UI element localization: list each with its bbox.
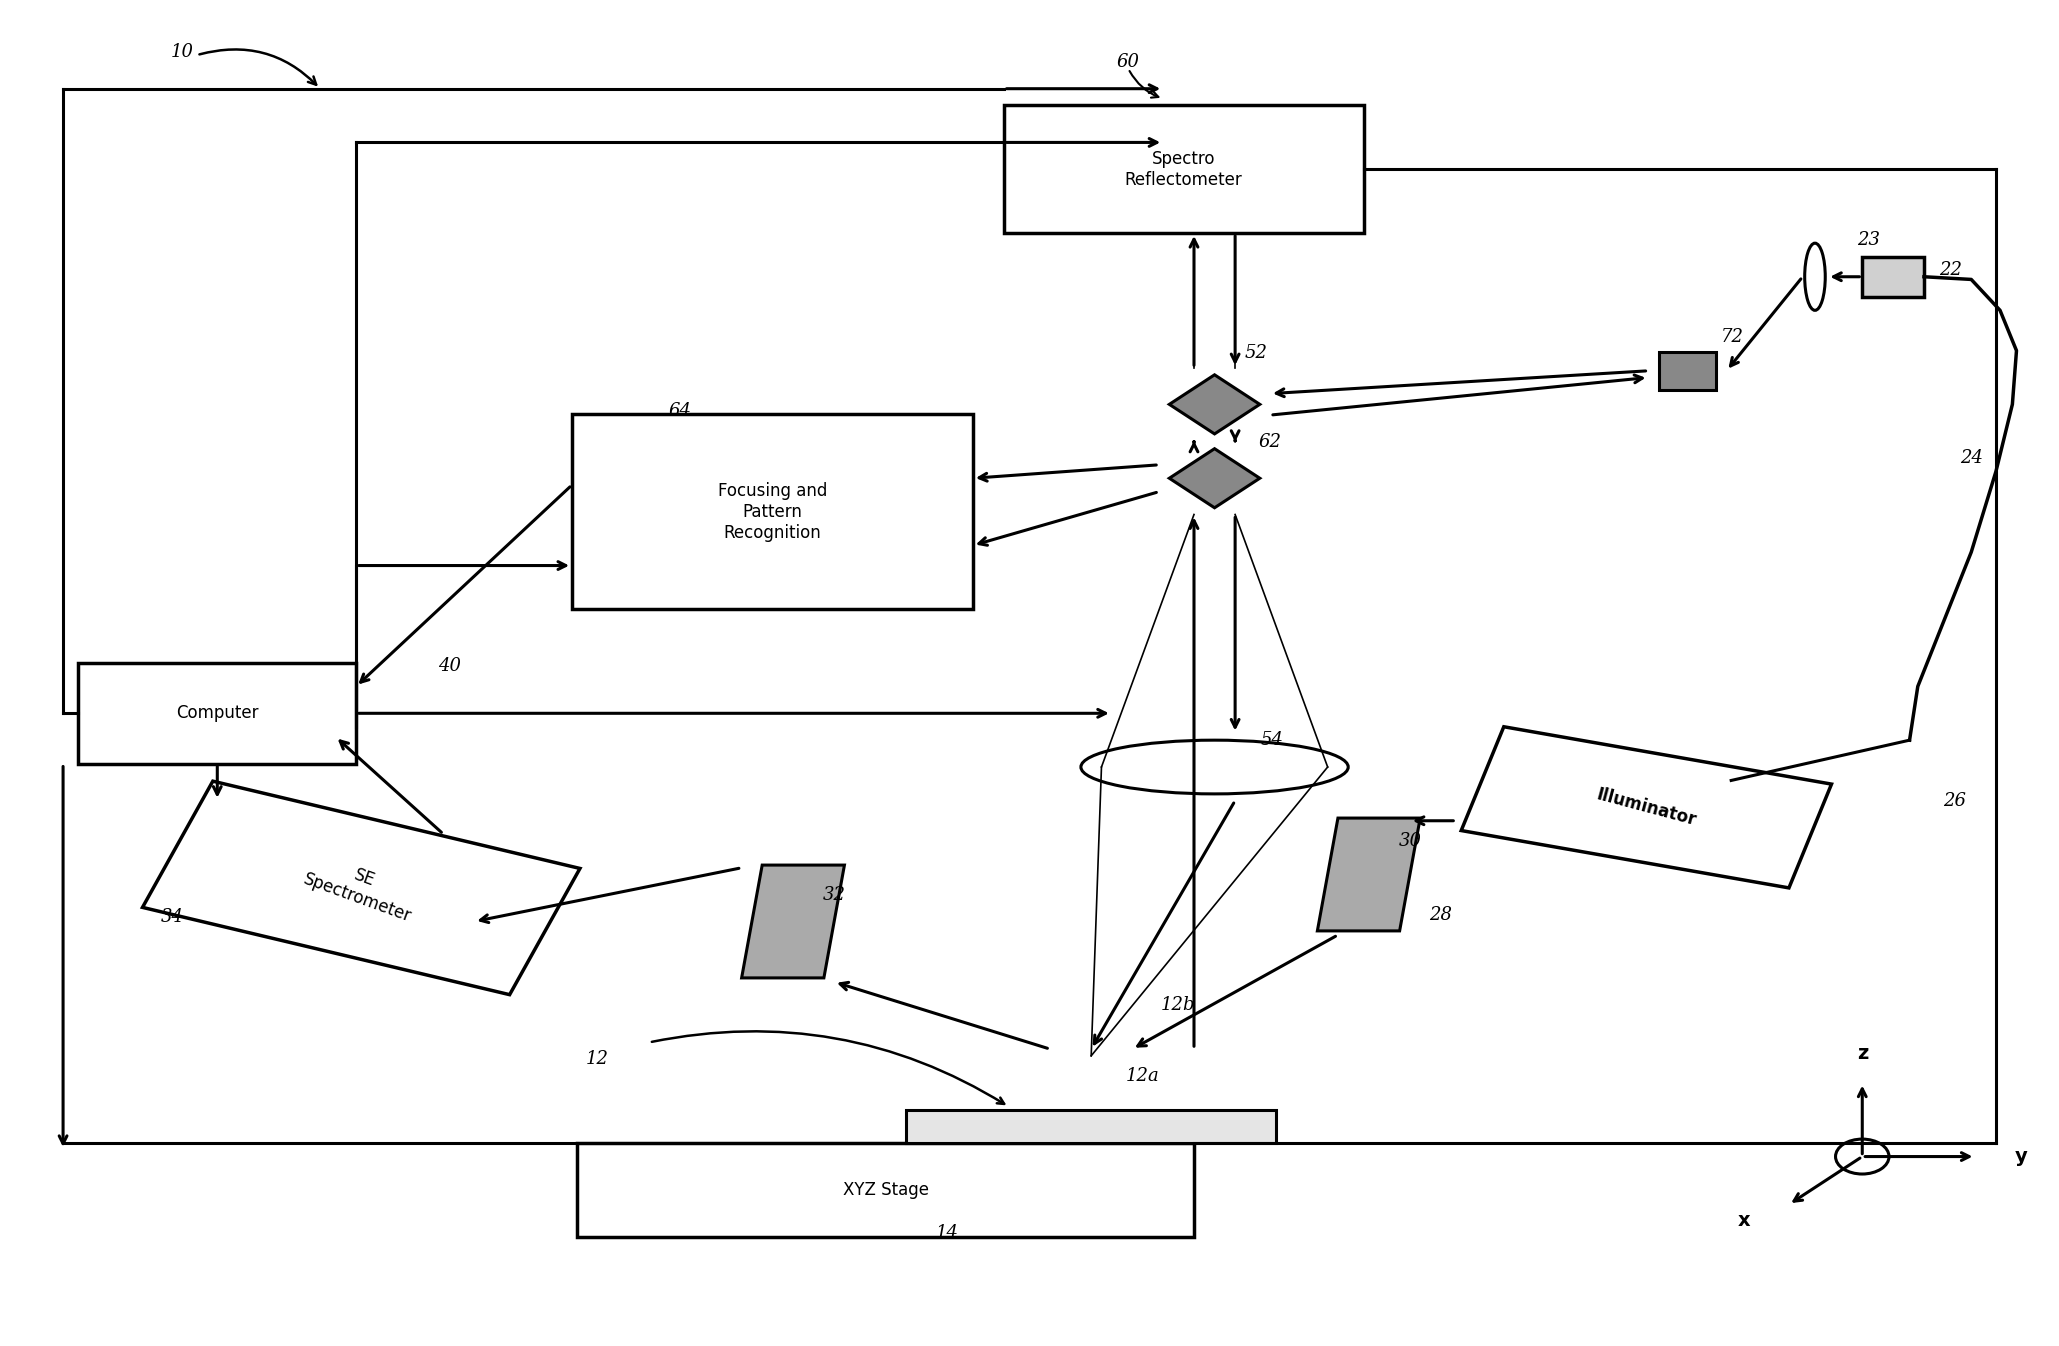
Bar: [1005, 105, 1363, 233]
Text: 30: 30: [1398, 832, 1421, 849]
Bar: [906, 1109, 1277, 1143]
Text: Illuminator: Illuminator: [1594, 785, 1699, 829]
Text: Focusing and
Pattern
Recognition: Focusing and Pattern Recognition: [719, 482, 828, 541]
Text: 52: 52: [1244, 345, 1266, 362]
Text: 62: 62: [1258, 433, 1281, 451]
Text: z: z: [1857, 1043, 1868, 1062]
Bar: [572, 415, 974, 610]
Text: x: x: [1738, 1211, 1750, 1230]
Bar: [1861, 257, 1923, 297]
Text: 14: 14: [935, 1224, 959, 1242]
Text: 22: 22: [1940, 261, 1962, 279]
Text: 32: 32: [824, 886, 846, 903]
Text: 24: 24: [1960, 450, 1983, 467]
Text: 54: 54: [1260, 731, 1283, 750]
Text: 28: 28: [1429, 906, 1452, 923]
Polygon shape: [741, 865, 844, 979]
Bar: [1462, 727, 1833, 888]
Bar: [577, 1143, 1194, 1237]
Text: 12: 12: [587, 1050, 609, 1067]
Text: Spectro
Reflectometer: Spectro Reflectometer: [1124, 149, 1242, 188]
Polygon shape: [1170, 448, 1260, 507]
Bar: [78, 664, 356, 763]
Text: 12a: 12a: [1126, 1067, 1159, 1085]
Bar: [142, 781, 581, 995]
Text: SE
Spectrometer: SE Spectrometer: [301, 851, 422, 926]
Text: 12b: 12b: [1161, 996, 1194, 1014]
Text: 26: 26: [1944, 791, 1966, 809]
Text: 72: 72: [1721, 328, 1744, 346]
Text: y: y: [2014, 1147, 2026, 1166]
Text: Computer: Computer: [175, 704, 259, 723]
Text: 64: 64: [669, 402, 692, 420]
Bar: [1660, 351, 1717, 389]
Text: 60: 60: [1116, 52, 1141, 71]
Text: 34: 34: [161, 909, 183, 926]
Text: 23: 23: [1857, 232, 1880, 249]
Text: 40: 40: [439, 657, 461, 676]
Polygon shape: [1170, 374, 1260, 433]
Text: XYZ Stage: XYZ Stage: [842, 1182, 929, 1199]
Text: 10: 10: [171, 43, 194, 62]
Polygon shape: [1318, 818, 1421, 931]
